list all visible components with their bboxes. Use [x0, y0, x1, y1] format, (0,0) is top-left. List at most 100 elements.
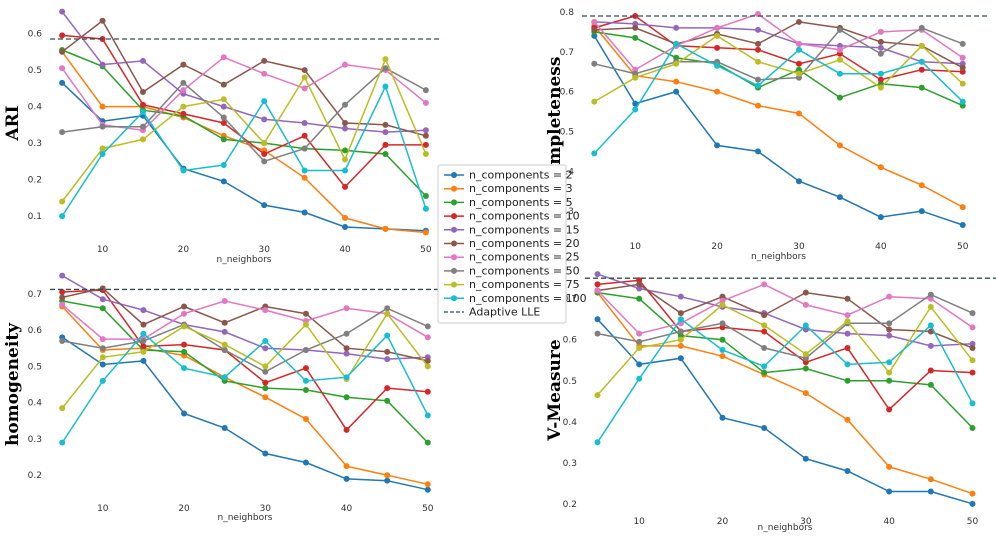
series-line	[593, 13, 964, 71]
data-point	[59, 198, 66, 205]
data-point	[761, 344, 768, 351]
series-n-components-50	[59, 305, 431, 375]
legend-entry-label: n_components = 5	[469, 196, 573, 209]
series-n-components-75	[59, 56, 429, 205]
data-point	[220, 81, 227, 88]
series-n-components-100	[594, 316, 976, 446]
data-point	[384, 348, 391, 355]
data-point	[99, 123, 106, 130]
data-point	[673, 88, 680, 95]
series-line	[62, 287, 428, 362]
data-point	[886, 293, 893, 300]
data-point	[886, 369, 893, 376]
series-line	[594, 15, 963, 81]
data-point	[342, 183, 349, 190]
x-tick-label: 40	[875, 242, 887, 252]
data-point	[384, 310, 391, 317]
data-point	[636, 285, 643, 292]
data-point	[886, 463, 893, 470]
data-point	[636, 344, 643, 351]
data-point	[844, 361, 851, 368]
data-point	[139, 57, 146, 64]
data-point	[59, 301, 66, 308]
data-point	[262, 368, 269, 375]
data-point	[877, 50, 884, 57]
legend-entry-label: n_components = 50	[469, 264, 580, 277]
data-point	[918, 66, 925, 73]
y-tick-label: 0.6	[28, 30, 43, 40]
legend-entry-label: n_components = 2	[469, 169, 573, 182]
data-point	[959, 98, 966, 105]
x-tick-label: 30	[258, 245, 270, 255]
data-point	[301, 209, 308, 216]
data-point	[632, 100, 639, 107]
data-point	[677, 336, 684, 343]
data-point	[382, 56, 389, 63]
series-n-components-25	[591, 10, 966, 73]
data-point	[261, 70, 268, 77]
data-point	[886, 406, 893, 413]
series-line	[596, 283, 973, 335]
data-point	[836, 46, 843, 53]
data-point	[99, 305, 106, 312]
data-point	[422, 127, 429, 134]
data-point	[632, 106, 639, 113]
data-point	[795, 18, 802, 25]
data-point	[755, 82, 762, 89]
data-point	[594, 287, 601, 294]
series-line	[61, 332, 429, 444]
data-point	[301, 145, 308, 152]
data-point	[422, 151, 429, 158]
data-point	[969, 357, 976, 364]
data-point	[220, 54, 227, 61]
data-point	[719, 353, 726, 360]
data-point	[220, 161, 227, 168]
data-point	[969, 490, 976, 497]
data-point	[220, 103, 227, 110]
series-line	[61, 84, 427, 217]
series-line	[62, 34, 426, 189]
data-point	[927, 381, 934, 388]
data-point	[220, 120, 227, 126]
data-point	[844, 416, 851, 423]
data-point	[677, 293, 684, 300]
data-point	[761, 369, 768, 376]
data-point	[59, 439, 66, 446]
data-point	[262, 307, 269, 314]
data-point	[591, 150, 598, 157]
data-point	[714, 88, 721, 95]
data-point	[181, 348, 188, 355]
data-point	[673, 60, 680, 67]
data-point	[343, 350, 350, 357]
legend-swatch-marker	[451, 240, 457, 247]
data-point	[220, 114, 227, 121]
data-point	[261, 202, 268, 209]
x-tick-label: 20	[178, 245, 190, 255]
data-point	[632, 12, 639, 19]
data-point	[301, 132, 308, 139]
data-point	[636, 295, 643, 302]
series-line	[596, 292, 973, 495]
data-point	[969, 340, 976, 347]
data-point	[636, 330, 643, 337]
data-point	[969, 310, 976, 317]
data-point	[918, 84, 925, 91]
data-point	[755, 26, 762, 33]
data-point	[591, 26, 598, 33]
data-point	[969, 400, 976, 407]
series-n-components-5	[594, 289, 976, 431]
data-point	[302, 347, 309, 354]
data-point	[262, 379, 269, 386]
data-point	[969, 369, 976, 376]
data-point	[140, 337, 147, 344]
data-point	[422, 87, 429, 94]
data-point	[927, 367, 934, 374]
data-point	[384, 356, 391, 363]
data-point	[755, 40, 762, 47]
v-measure-chart: 0.2 0.3 0.4 0.5 0.6 0.7 10 20 30 40 50 n_neighbors V…	[545, 271, 996, 533]
data-point	[673, 40, 680, 47]
data-point	[59, 272, 66, 279]
data-point	[719, 297, 726, 304]
data-point	[302, 459, 309, 466]
data-point	[140, 330, 147, 337]
